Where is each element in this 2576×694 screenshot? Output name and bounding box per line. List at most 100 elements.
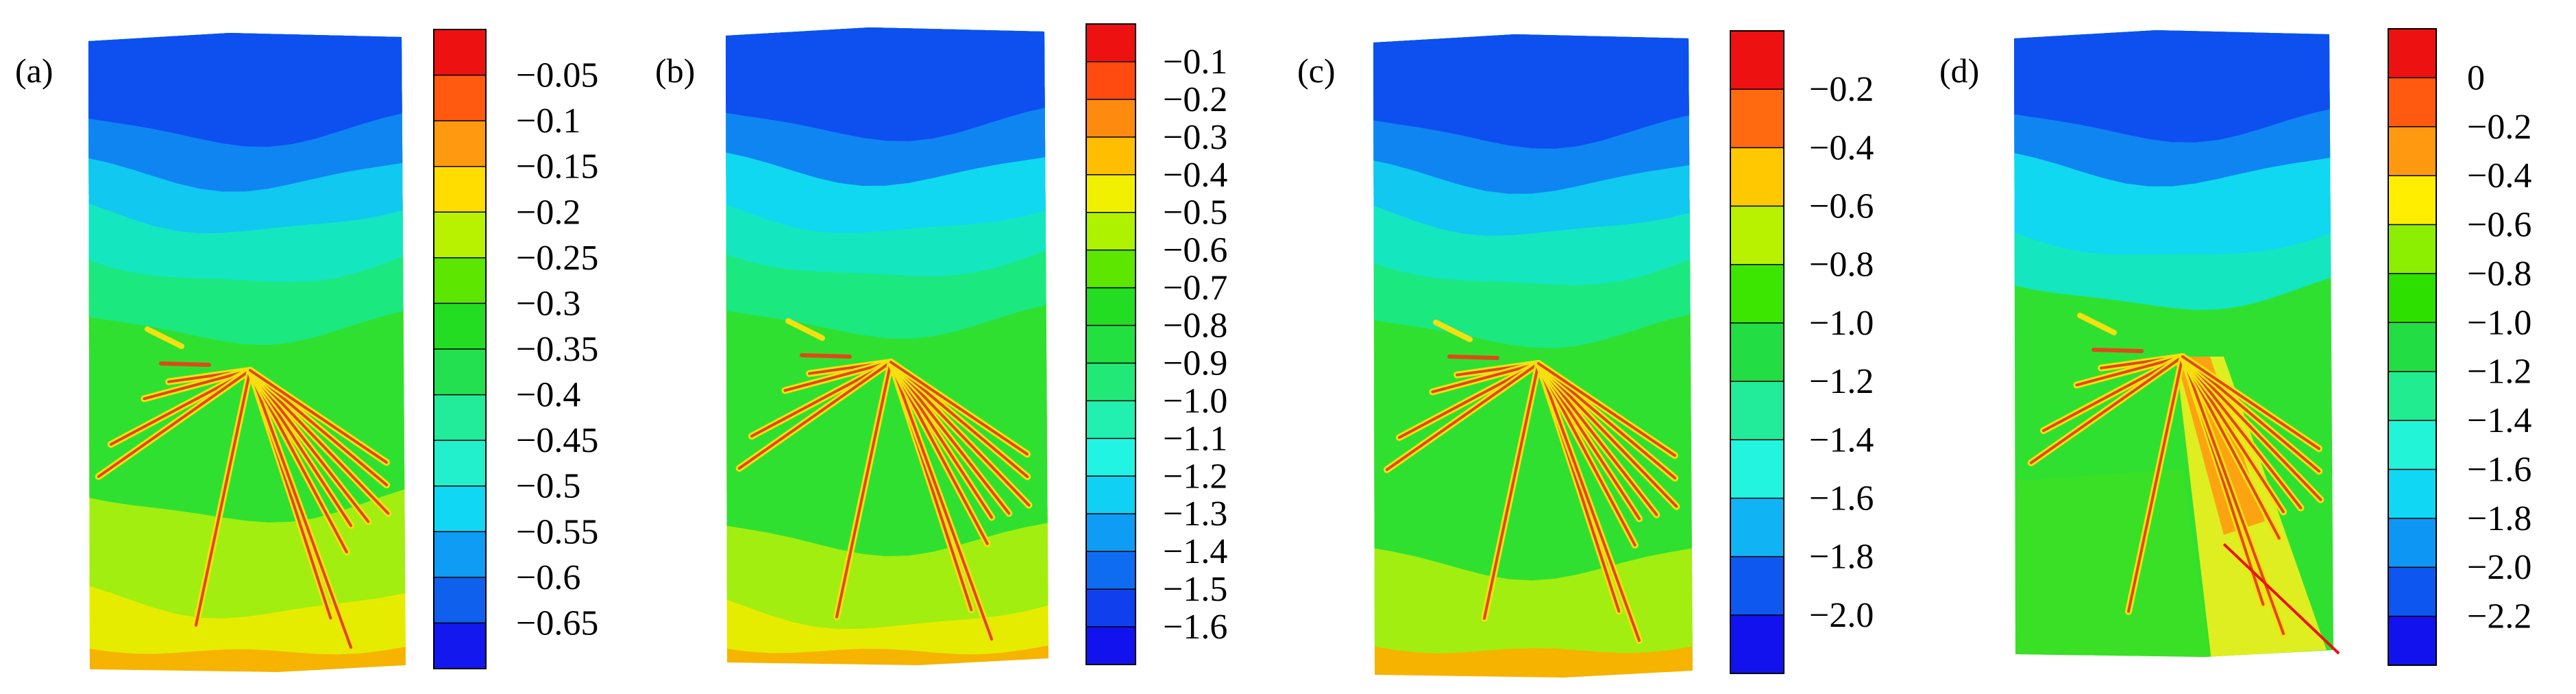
colorbar-tick-label: −0.3 [516, 284, 580, 323]
colorbar-tick-label: −0.55 [516, 512, 598, 551]
colorbar-segment [2388, 322, 2436, 372]
colorbar-segment [1086, 551, 1136, 590]
colorbar-segment [2388, 518, 2436, 568]
bolt-ray-core [1537, 362, 1676, 457]
colorbar: −0.2 −0.4 −0.6 −0.8 −1.0 −1.2 −1.4 −1.6 −1.8 −2.0 [1730, 30, 1874, 674]
bolt-ray-core [249, 369, 390, 515]
colorbar-segment [434, 166, 486, 213]
colorbar-segment [434, 212, 486, 259]
colorbar-segment [1086, 589, 1136, 627]
colorbar-segment [1730, 206, 1784, 265]
colorbar-segment [1730, 498, 1784, 558]
colorbar-segment [1730, 614, 1784, 674]
colorbar-segment [1086, 438, 1136, 477]
bolt-ray-core [1385, 362, 1540, 471]
crack-segment [800, 353, 852, 359]
colorbar-tick-label: −1.8 [1809, 538, 1874, 577]
colorbar-segment [1730, 31, 1784, 90]
colorbar-tick-label: −0.7 [1163, 269, 1227, 308]
colorbar-frame [1730, 30, 1784, 674]
colorbar-tick-label: −1.4 [1809, 420, 1874, 459]
panel-label: (a) [15, 51, 53, 90]
panel-label: (b) [655, 51, 695, 90]
colorbar-tick-label: −0.4 [516, 376, 580, 415]
colorbar-tick-label: −2.2 [2467, 597, 2531, 636]
colorbar-tick-label: −0.6 [2467, 206, 2531, 245]
colorbar-segment [434, 257, 486, 304]
colorbar-frame [1085, 23, 1136, 665]
bolt-ray-core [2181, 355, 2322, 501]
colorbar-tick-label: −0.8 [1809, 246, 1874, 285]
colorbar-segment [1086, 325, 1136, 363]
colorbar-segment [1086, 476, 1136, 514]
colorbar-segment [2388, 371, 2436, 421]
bolt-ray-core [2029, 355, 2184, 464]
bolt-ray-core [1482, 362, 1540, 620]
colorbar-tick-label: −1.6 [1163, 608, 1227, 647]
bolt-rays [735, 318, 1033, 643]
contour-band [2014, 468, 2211, 657]
colorbar-tick-label: −1.8 [2467, 499, 2531, 538]
colorbar-segment [2388, 469, 2436, 519]
colorbar-tick-label: −0.15 [516, 147, 598, 187]
colorbar-segment [1730, 381, 1784, 440]
bolt-rays [2027, 313, 2340, 655]
colorbar-tick-label: −0.8 [2467, 254, 2531, 294]
bolt-ray-core [2126, 355, 2184, 613]
colorbar-tick-label: −0.35 [516, 330, 598, 369]
colorbar-tick-label: −0.5 [1163, 193, 1227, 232]
colorbar-tick-label: −0.05 [516, 56, 598, 95]
contour-band [1373, 34, 1693, 149]
bolt-ray-core [2075, 355, 2184, 387]
bolt-ray-core [194, 369, 252, 627]
colorbar-segment [1086, 99, 1136, 138]
colorbar-segment [2388, 273, 2436, 323]
colorbar-tick-label: −0.4 [2467, 156, 2531, 195]
colorbar-segment [434, 349, 486, 396]
colorbar: 0 −0.2 −0.4 −0.6 −0.8 −1.0 −1.2 −1.4 −1.6 −1.8 −2.… [2388, 28, 2531, 666]
colorbar-tick-label: −0.6 [1163, 231, 1227, 270]
colorbar-segment [434, 29, 486, 76]
colorbar-tick-label: −1.6 [2467, 450, 2531, 489]
colorbar-tick-label: −2.0 [1809, 596, 1874, 635]
bolt-ray-core [890, 361, 1031, 507]
panel-label: (c) [1297, 51, 1336, 90]
colorbar-segment [1086, 212, 1136, 251]
colorbar-tick-label: 0 [2467, 58, 2485, 97]
colorbar-tick-label: −0.2 [2467, 108, 2531, 147]
bolt-ray-core [2181, 355, 2285, 636]
bolt-ray-core [1537, 362, 1641, 643]
crack-segment [2092, 348, 2144, 353]
crack-segment [1433, 320, 1473, 342]
crack-segment [785, 318, 825, 341]
colorbar-tick-label: −1.2 [1163, 457, 1227, 496]
colorbar-tick-label: −1.2 [2467, 352, 2531, 392]
colorbar-segment [1730, 147, 1784, 207]
colorbar-tick-label: −0.2 [516, 193, 580, 232]
bolt-ray-core [249, 369, 388, 464]
colorbar-tick-label: −1.6 [1809, 479, 1874, 518]
colorbar-tick-label: −0.1 [1163, 43, 1227, 82]
contour-band [88, 33, 406, 147]
colorbar-segment [434, 531, 486, 578]
colorbar-segment [434, 121, 486, 167]
colorbar-tick-label: −0.9 [1163, 344, 1227, 383]
colorbar: −0.1−0.2−0.3−0.4−0.5−0.6−0.7−0.8−0.9−1.0… [1085, 23, 1227, 665]
panel-label: (d) [1939, 51, 1979, 90]
bolt-ray-core [97, 369, 252, 478]
colorbar-tick-label: −1.0 [1163, 381, 1227, 420]
contour-map [88, 33, 406, 672]
colorbar-tick-label: −0.3 [1163, 118, 1227, 157]
colorbar-tick-label: −0.2 [1809, 70, 1874, 109]
colorbar-tick-label: −1.1 [1163, 419, 1227, 458]
contour-band [726, 27, 1048, 141]
crack-segment [159, 361, 211, 367]
colorbar-tick-label: −1.4 [1163, 532, 1227, 571]
colorbar-segment [2388, 77, 2436, 128]
colorbar-tick-label: −0.6 [1809, 187, 1874, 226]
colorbar-segment [1086, 24, 1136, 62]
bolt-ray-core [737, 361, 892, 470]
colorbar-segment [1086, 136, 1136, 176]
colorbar-segment [1086, 514, 1136, 552]
